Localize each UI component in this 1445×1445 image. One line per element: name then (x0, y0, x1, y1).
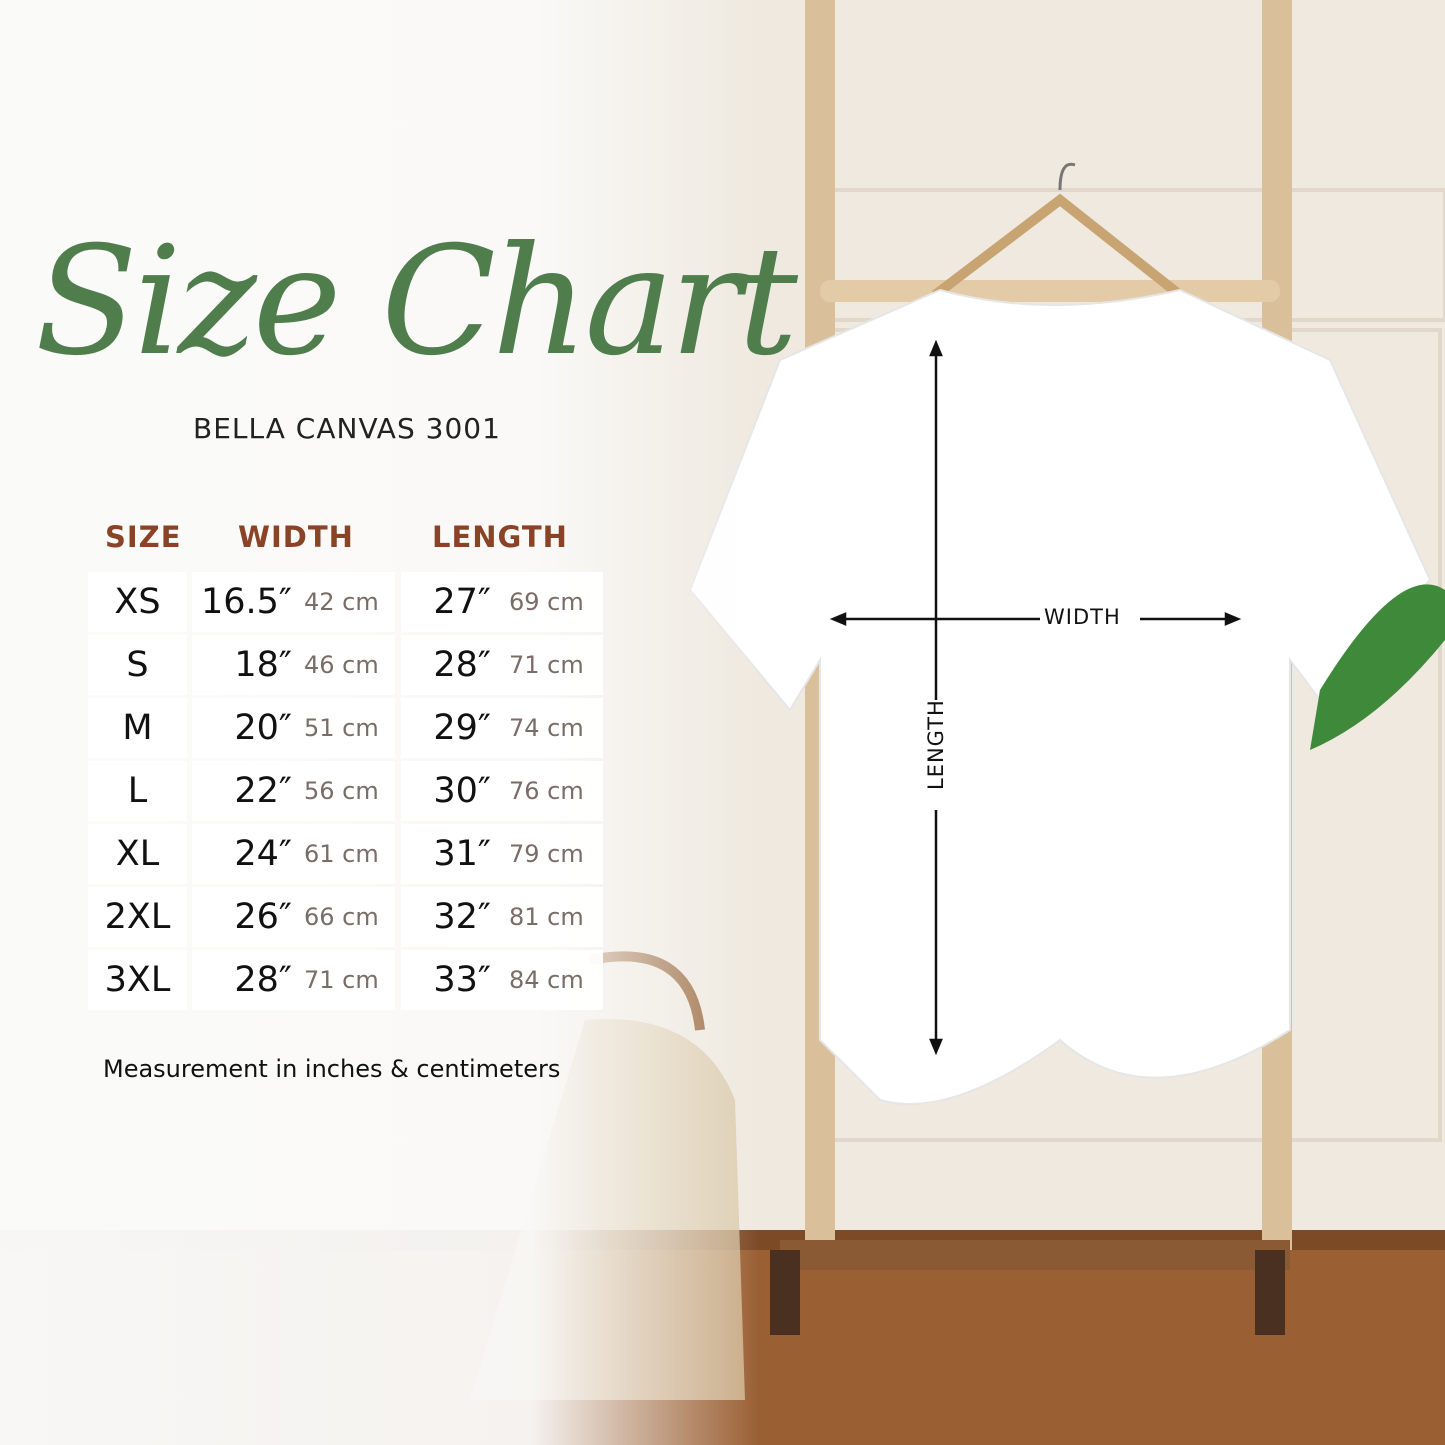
width-inches: 20″ (234, 708, 292, 748)
length-cm: 79 cm (509, 840, 584, 868)
width-inches: 24″ (234, 834, 292, 874)
length-inches: 28″ (433, 645, 491, 685)
width-cell: 28″ 71 cm (192, 950, 395, 1010)
width-cm: 66 cm (304, 903, 379, 931)
width-inches: 16.5″ (200, 582, 292, 622)
size-cell: S (88, 635, 187, 695)
length-cell: 30″ 76 cm (401, 761, 603, 821)
width-cm: 46 cm (304, 651, 379, 679)
length-cell: 29″ 74 cm (401, 698, 603, 758)
page-title: Size Chart (35, 215, 798, 389)
length-cell: 28″ 71 cm (401, 635, 603, 695)
length-cell: 33″ 84 cm (401, 950, 603, 1010)
t-shirt (688, 162, 1445, 1105)
length-label: LENGTH (924, 699, 948, 790)
header-width: WIDTH (238, 520, 354, 554)
header-size: SIZE (105, 520, 182, 554)
width-cm: 51 cm (304, 714, 379, 742)
width-inches: 18″ (234, 645, 292, 685)
length-cell: 32″ 81 cm (401, 887, 603, 947)
width-cm: 61 cm (304, 840, 379, 868)
size-cell: 3XL (88, 950, 187, 1010)
length-inches: 29″ (433, 708, 491, 748)
size-cell: XL (88, 824, 187, 884)
header-length: LENGTH (432, 520, 568, 554)
width-cell: 16.5″ 42 cm (192, 572, 395, 632)
length-cm: 84 cm (509, 966, 584, 994)
width-cm: 56 cm (304, 777, 379, 805)
width-inches: 22″ (234, 771, 292, 811)
width-cell: 26″ 66 cm (192, 887, 395, 947)
width-label: WIDTH (1044, 605, 1121, 629)
measurement-note: Measurement in inches & centimeters (103, 1055, 561, 1083)
width-inches: 26″ (234, 897, 292, 937)
leaf (1310, 584, 1445, 750)
length-cm: 71 cm (509, 651, 584, 679)
width-cm: 42 cm (304, 588, 379, 616)
length-cm: 69 cm (509, 588, 584, 616)
size-cell: L (88, 761, 187, 821)
length-inches: 27″ (433, 582, 491, 622)
width-cell: 22″ 56 cm (192, 761, 395, 821)
width-cell: 18″ 46 cm (192, 635, 395, 695)
measure-arrows (829, 339, 1242, 1056)
size-cell: 2XL (88, 887, 187, 947)
subtitle: BELLA CANVAS 3001 (193, 412, 501, 445)
width-inches: 28″ (234, 960, 292, 1000)
length-cm: 81 cm (509, 903, 584, 931)
length-inches: 33″ (433, 960, 491, 1000)
size-cell: XS (88, 572, 187, 632)
length-cell: 27″ 69 cm (401, 572, 603, 632)
length-inches: 32″ (433, 897, 491, 937)
width-cell: 24″ 61 cm (192, 824, 395, 884)
length-inches: 30″ (433, 771, 491, 811)
width-cell: 20″ 51 cm (192, 698, 395, 758)
length-cm: 74 cm (509, 714, 584, 742)
width-cm: 71 cm (304, 966, 379, 994)
length-cell: 31″ 79 cm (401, 824, 603, 884)
length-cm: 76 cm (509, 777, 584, 805)
length-inches: 31″ (433, 834, 491, 874)
size-cell: M (88, 698, 187, 758)
